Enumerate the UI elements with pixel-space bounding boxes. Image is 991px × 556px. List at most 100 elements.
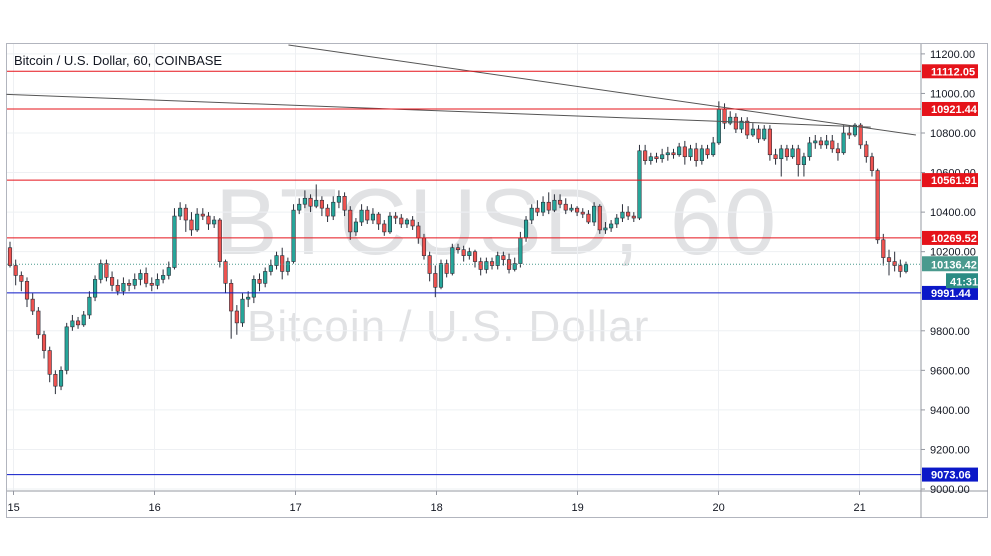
candle-body <box>461 249 466 256</box>
candle-body <box>30 298 35 312</box>
candle-body <box>654 156 659 160</box>
candle-body <box>450 247 455 274</box>
candle-body <box>336 195 341 203</box>
candle-body <box>291 209 296 262</box>
candle-body <box>229 283 234 312</box>
candle-body <box>699 148 704 161</box>
candle-body <box>433 273 438 288</box>
level-price-tag-label: 10269.52 <box>931 233 977 245</box>
candle-body <box>342 195 347 211</box>
level-price-tag <box>922 101 978 116</box>
countdown-tag <box>946 273 978 289</box>
y-tick-label: 9800.00 <box>930 326 970 338</box>
candle-body <box>274 255 279 266</box>
candle-body <box>161 275 166 280</box>
candle-body <box>716 108 721 144</box>
candle-body <box>767 128 772 156</box>
candle-body <box>592 205 597 223</box>
candle-body <box>813 140 818 144</box>
candle-body <box>223 261 228 284</box>
candle-body <box>393 215 398 219</box>
candle-body <box>898 265 903 272</box>
x-tick-label: 18 <box>431 502 443 514</box>
chart-title: Bitcoin / U.S. Dollar, 60, COINBASE <box>14 53 223 68</box>
candle-body <box>87 296 92 316</box>
candle-body <box>127 283 132 286</box>
current-price-tag <box>922 256 978 272</box>
candle-body <box>75 320 81 326</box>
candle-body <box>206 215 211 225</box>
candle-body <box>263 271 268 284</box>
candle-body <box>705 148 710 156</box>
candle-body <box>47 350 52 375</box>
level-price-tag-label: 10561.91 <box>931 175 977 187</box>
candle-body <box>257 279 262 284</box>
candle-body <box>830 140 835 150</box>
candle-body <box>484 261 489 270</box>
level-price-tag-label: 9991.44 <box>931 288 972 300</box>
candle-body <box>688 148 693 158</box>
candle-body <box>614 217 619 225</box>
candle-body <box>569 207 574 211</box>
y-tick-label: 9000.00 <box>930 484 970 496</box>
candle-body <box>535 207 540 213</box>
candle-body <box>563 203 568 211</box>
candle-body <box>217 219 222 262</box>
candle-body <box>155 279 160 286</box>
candle-body <box>93 279 98 298</box>
candle-body <box>631 215 636 219</box>
candle-body <box>801 156 806 165</box>
current-price-tag-label: 10136.42 <box>931 259 977 271</box>
candle-body <box>665 152 670 156</box>
candle-body <box>387 215 393 233</box>
candle-body <box>149 283 154 286</box>
candle-body <box>172 215 177 268</box>
candle-body <box>251 279 256 298</box>
candle-body <box>53 374 58 387</box>
candle-body <box>353 221 358 233</box>
candle-body <box>455 247 461 250</box>
candle-body <box>7 247 13 266</box>
candle-body <box>195 213 200 231</box>
candle-body <box>892 261 897 266</box>
candle-body <box>13 265 18 276</box>
candle-body <box>546 201 551 211</box>
level-price-tag <box>922 173 978 188</box>
candle-body <box>166 267 171 276</box>
candle-body <box>110 277 115 286</box>
candle-body <box>472 251 478 262</box>
candle-body <box>370 213 375 221</box>
candle-body <box>518 237 523 264</box>
candle-body <box>308 197 313 207</box>
candle-body <box>711 142 716 156</box>
candle-body <box>835 148 841 154</box>
countdown-label: 41:31 <box>950 276 978 288</box>
candle-body <box>790 148 795 158</box>
candle-body <box>807 142 812 158</box>
candle-body <box>818 140 823 146</box>
candle-body <box>285 261 290 272</box>
candle-body <box>183 207 188 221</box>
trendline <box>288 44 916 136</box>
candle-body <box>694 148 699 161</box>
candle-body <box>841 132 846 154</box>
level-price-tag-label: 9073.06 <box>931 470 971 482</box>
y-tick-label: 10200.00 <box>930 247 976 259</box>
candle-body <box>132 279 137 286</box>
candle-body <box>319 199 324 209</box>
candle-body <box>478 261 483 270</box>
x-tick-label: 19 <box>572 502 584 514</box>
candle-body <box>138 273 143 280</box>
candle-body <box>489 261 495 266</box>
candle-body <box>750 128 755 136</box>
y-tick-label: 9200.00 <box>930 444 970 456</box>
candle-body <box>648 156 653 161</box>
candle-body <box>620 211 625 219</box>
candle-body <box>852 124 858 136</box>
candle-body <box>36 310 41 336</box>
candle-body <box>200 213 205 217</box>
candle-body <box>779 148 784 160</box>
candle-body <box>869 156 875 171</box>
candle-body <box>81 314 86 326</box>
